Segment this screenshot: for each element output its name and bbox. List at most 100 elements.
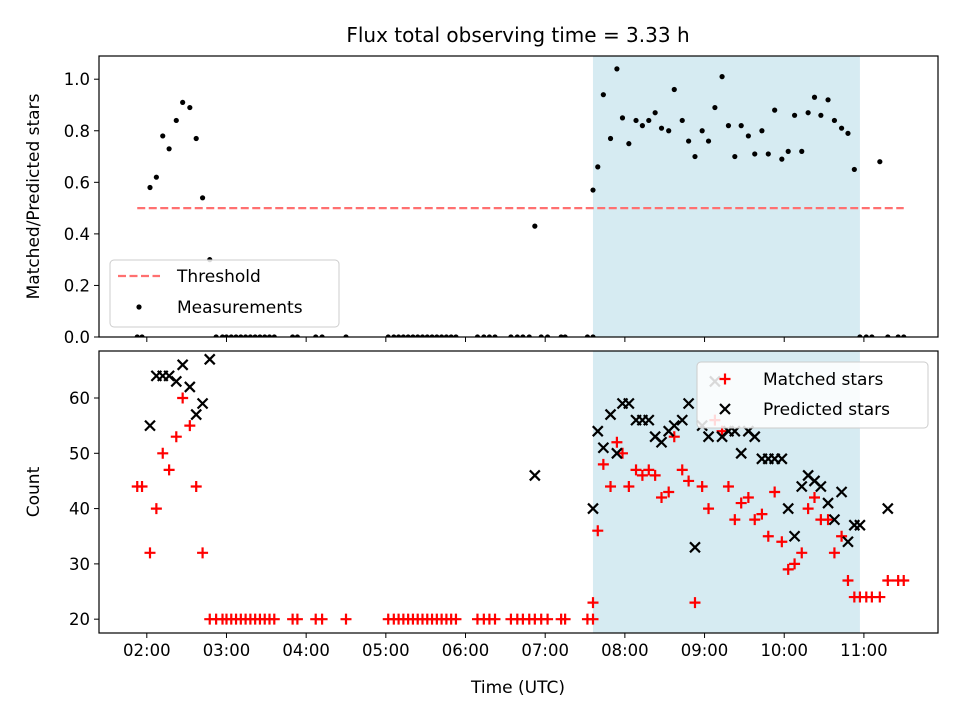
data-point — [597, 458, 609, 470]
plot-marks — [134, 66, 907, 337]
data-point — [676, 414, 689, 426]
data-point — [689, 597, 701, 609]
data-point — [802, 503, 814, 515]
data-point — [291, 613, 303, 625]
chart-title: Flux total observing time = 3.33 h — [346, 23, 689, 47]
data-point — [642, 414, 655, 426]
data-point — [765, 151, 771, 157]
data-point — [776, 536, 788, 548]
data-point — [799, 148, 805, 154]
data-point — [529, 469, 541, 482]
data-point — [668, 419, 681, 432]
data-point — [712, 104, 718, 111]
data-point — [776, 453, 788, 465]
legend-box — [696, 361, 929, 429]
data-point — [166, 146, 172, 152]
data-point — [842, 535, 854, 548]
data-point — [851, 166, 857, 173]
data-point — [542, 613, 554, 625]
data-point — [190, 408, 202, 421]
x-tick-label: 03:00 — [203, 641, 251, 660]
x-tick-label: 06:00 — [442, 641, 490, 660]
data-point — [587, 613, 599, 625]
data-point — [738, 123, 744, 129]
data-point — [796, 547, 808, 559]
data-point — [587, 502, 599, 515]
y-axis-label: Matched/Predicted stars — [24, 93, 44, 299]
panel-frame — [98, 55, 939, 338]
data-point — [343, 334, 349, 337]
data-point — [882, 502, 894, 515]
data-point — [732, 153, 738, 160]
data-point — [271, 334, 277, 337]
data-point — [203, 353, 216, 366]
y-tick-label: 0.4 — [64, 225, 90, 244]
data-point — [223, 334, 230, 337]
data-point — [877, 159, 883, 165]
data-point — [683, 475, 695, 487]
y-axis-label: Count — [24, 466, 44, 517]
data-point — [136, 480, 148, 492]
data-point — [831, 117, 838, 124]
y-tick-label: 60 — [69, 389, 90, 408]
data-point — [689, 541, 701, 554]
data-point — [400, 334, 406, 337]
data-point — [679, 117, 685, 124]
data-point — [779, 156, 785, 162]
data-point — [623, 397, 635, 410]
data-point — [885, 334, 891, 337]
x-axis-label: Time (UTC) — [470, 678, 565, 698]
x-tick-label: 11:00 — [840, 641, 888, 660]
data-point — [759, 128, 765, 134]
data-point — [633, 117, 639, 124]
data-point — [838, 125, 845, 131]
data-point — [626, 141, 632, 147]
data-point — [532, 223, 538, 229]
data-point — [481, 334, 487, 337]
data-point — [405, 334, 411, 337]
data-point — [772, 107, 778, 113]
data-point — [655, 436, 668, 449]
count-panel: 02:00 03:00 04:00 05:00 06:00 07:00 08:00 09:00… — [24, 350, 939, 660]
y-tick-label: 30 — [69, 555, 90, 574]
data-point — [193, 135, 199, 142]
data-point — [526, 334, 532, 337]
data-point — [228, 334, 234, 337]
data-point — [177, 392, 189, 404]
data-point — [243, 334, 249, 337]
data-point — [184, 420, 196, 432]
data-point — [745, 133, 751, 139]
data-point — [219, 334, 226, 337]
data-point — [294, 334, 300, 337]
data-point — [705, 138, 712, 144]
data-point — [815, 480, 827, 493]
y-tick-label: 40 — [69, 500, 90, 519]
data-point — [170, 375, 183, 388]
data-point — [514, 334, 520, 337]
data-point — [703, 503, 715, 515]
data-point — [614, 66, 620, 72]
data-point — [187, 104, 193, 111]
data-point — [144, 419, 156, 432]
data-point — [857, 334, 863, 337]
data-point — [835, 486, 848, 498]
plot-marks — [131, 353, 910, 625]
data-point — [811, 94, 818, 100]
series-measurements — [134, 66, 907, 337]
data-point — [562, 334, 568, 337]
data-point — [822, 497, 834, 509]
x-tick-label: 08:00 — [601, 641, 649, 660]
data-point — [153, 174, 159, 180]
data-point — [316, 613, 328, 625]
x-tick-label: 05:00 — [362, 641, 410, 660]
data-point — [424, 334, 430, 337]
data-point — [611, 436, 623, 448]
data-point — [785, 148, 791, 154]
data-point — [863, 334, 869, 337]
legend-measurements-swatch — [136, 304, 142, 310]
data-point — [782, 502, 794, 515]
data-point — [895, 334, 901, 337]
data-point — [671, 86, 677, 93]
data-point — [538, 334, 544, 337]
data-point — [385, 334, 391, 337]
